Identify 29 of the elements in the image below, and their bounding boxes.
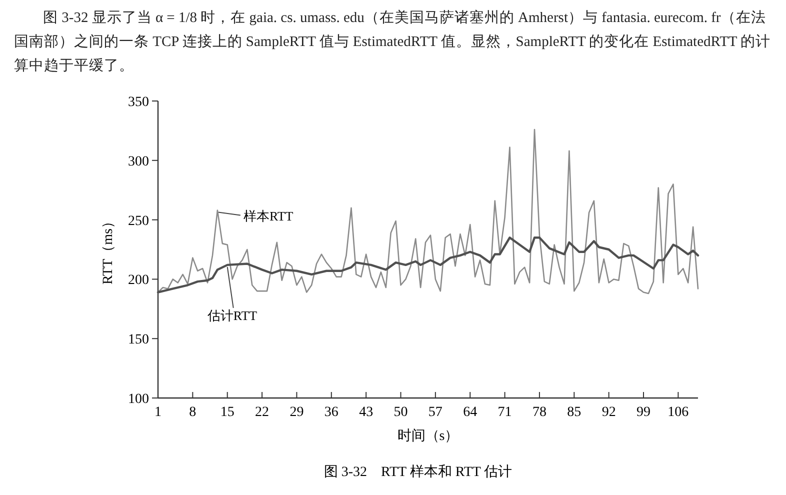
x-tick-label: 92 [602, 405, 616, 420]
x-tick-label: 57 [428, 405, 442, 420]
text: 图 3-32 RTT 样本和 RTT 估计 [324, 464, 512, 480]
annotation: 估计RTT [206, 308, 258, 323]
x-tick-label: 64 [463, 405, 478, 420]
y-axis-title: RTT（ms） [101, 214, 116, 284]
x-tick-label: 106 [668, 405, 689, 420]
x-tick-label: 29 [290, 405, 304, 420]
x-tick-label: 36 [324, 405, 338, 420]
x-tick-label: 1 [154, 405, 162, 420]
x-tick-label: 43 [359, 405, 374, 420]
line-series [157, 128, 699, 294]
x-tick-label: 71 [498, 405, 512, 420]
x-tick-label: 50 [394, 405, 408, 420]
y-tick-label: 100 [128, 392, 149, 407]
x-tick-label: 85 [567, 405, 582, 420]
y-tick-label: 150 [128, 332, 149, 348]
y-tick-label: 200 [128, 273, 149, 288]
x-tick-label: 22 [255, 405, 270, 420]
y-tick-label: 250 [128, 214, 149, 229]
x-tick-label: 78 [532, 405, 546, 420]
caption: 图 3-32 显示了当 α = 1/8 时，在 gaia. cs. umass. edu（在美国马萨诸塞州的 Amherst）与 fantasia. eurecom. fr（在法国南部）之间的一条 TCP 连接上的 SampleRTT 值与 EstimatedRTT 值。显然，SampleRTT 的变化在 EstimatedRTT 的计算中趋于平缓了。 [14, 8, 772, 76]
y-tick-label: 300 [128, 154, 149, 170]
annotation: 样本RTT [243, 208, 294, 224]
x-tick-label: 15 [220, 405, 234, 420]
x-tick-label: 8 [189, 405, 196, 420]
x-axis-title: 时间（s） [397, 428, 459, 444]
x-tick-label: 99 [636, 405, 651, 420]
y-tick-label: 350 [128, 95, 149, 110]
